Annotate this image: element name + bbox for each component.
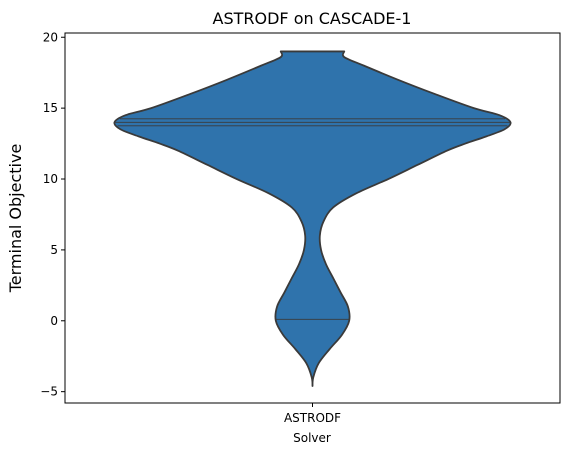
violin-layer [113, 50, 512, 387]
y-axis: −5 0 5 10 15 20 [40, 30, 65, 399]
x-axis: ASTRODF [284, 403, 341, 425]
y-tick-label: 10 [43, 172, 58, 186]
y-axis-label: Terminal Objective [6, 144, 25, 294]
x-axis-label: Solver [293, 431, 331, 445]
y-tick-label: 5 [50, 243, 58, 257]
chart-title: ASTRODF on CASCADE-1 [213, 9, 412, 28]
inner-lines-layer [114, 118, 511, 320]
y-tick-label: −5 [40, 385, 58, 399]
y-tick-label: 20 [43, 30, 58, 44]
y-tick-label: 15 [43, 101, 58, 115]
y-tick-label: 0 [50, 314, 58, 328]
x-tick-label: ASTRODF [284, 411, 341, 425]
violin-body-astrodf [113, 50, 512, 387]
